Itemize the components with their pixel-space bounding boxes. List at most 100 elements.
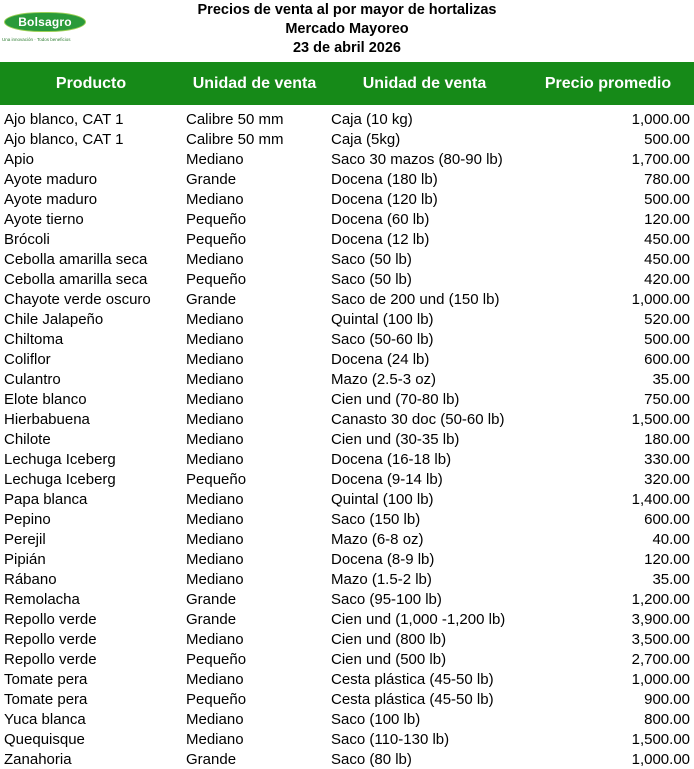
size-cell: Mediano (186, 511, 244, 528)
unit-cell: Cesta plástica (45-50 lb) (331, 671, 494, 688)
product-cell: Culantro (4, 371, 61, 388)
product-cell: Hierbabuena (4, 411, 90, 428)
logo-tagline: Una innovación · Todos beneficios (2, 37, 71, 42)
unit-cell: Cien und (1,000 -1,200 lb) (331, 611, 506, 628)
report-title: Precios de venta al por mayor de hortali… (0, 1, 694, 58)
product-cell: Papa blanca (4, 491, 88, 508)
product-cell: Pepino (4, 511, 51, 528)
table-row: Tomate pera Mediano Cesta plástica (45-50 … (0, 670, 694, 690)
size-cell: Grande (186, 171, 237, 188)
product-cell: Cebolla amarilla seca (4, 251, 148, 268)
size-cell: Mediano (186, 711, 244, 728)
size-cell: Grande (186, 611, 237, 628)
table-row: Ajo blanco, CAT 1 Calibre 50 mm Caja (5kg)… (0, 130, 694, 150)
unit-cell: Cien und (800 lb) (331, 631, 447, 648)
price-cell: 800.00 (644, 711, 690, 728)
size-cell: Calibre 50 mm (186, 111, 284, 128)
column-header-producto: Producto (55, 74, 127, 92)
price-cell: 3,500.00 (631, 631, 690, 648)
table-row: Chile Jalapeño Mediano Quintal (100 lb) 520… (0, 310, 694, 330)
unit-cell: Saco (50 lb) (331, 271, 412, 288)
product-cell: Chilote (4, 431, 51, 448)
table-row: Coliflor Mediano Docena (24 lb) 600.00 (0, 350, 694, 370)
price-cell: 320.00 (644, 471, 690, 488)
table-row: Culantro Mediano Mazo (2.5-3 oz) 35.00 (0, 370, 694, 390)
product-cell: Brócoli (4, 231, 50, 248)
product-cell: Repollo verde (4, 651, 97, 668)
size-cell: Mediano (186, 351, 244, 368)
unit-cell: Saco (110-130 lb) (331, 731, 450, 748)
price-cell: 1,000.00 (631, 291, 690, 308)
product-cell: Elote blanco (4, 391, 87, 408)
price-cell: 500.00 (644, 191, 690, 208)
size-cell: Mediano (186, 311, 244, 328)
product-cell: Ayote maduro (4, 191, 98, 208)
table-row: Quequisque Mediano Saco (110-130 lb) 1,500.… (0, 730, 694, 750)
table-row: Lechuga Iceberg Pequeño Docena (9-14 lb) 32… (0, 470, 694, 490)
table-row: Pipián Mediano Docena (8-9 lb) 120.00 (0, 550, 694, 570)
unit-cell: Cien und (500 lb) (331, 651, 447, 668)
product-cell: Apio (4, 151, 35, 168)
title-line-2: Mercado Mayoreo (285, 21, 409, 37)
table-row: Pepino Mediano Saco (150 lb) 600.00 (0, 510, 694, 530)
unit-cell: Docena (16-18 lb) (331, 451, 452, 468)
price-cell: 40.00 (652, 531, 690, 548)
unit-cell: Caja (10 kg) (331, 111, 413, 128)
size-cell: Mediano (186, 251, 244, 268)
unit-cell: Cesta plástica (45-50 lb) (331, 691, 494, 708)
column-header-unidad-1: Unidad de venta (192, 74, 317, 92)
size-cell: Mediano (186, 671, 244, 688)
price-cell: 3,900.00 (631, 611, 690, 628)
table-row: Zanahoria Grande Saco (80 lb) 1,000.00 (0, 750, 694, 769)
table-row: Perejil Mediano Mazo (6-8 oz) 40.00 (0, 530, 694, 550)
product-cell: Yuca blanca (4, 711, 86, 728)
table-row: Chayote verde oscuro Grande Saco de 200 un… (0, 290, 694, 310)
price-cell: 1,000.00 (631, 111, 690, 128)
price-cell: 1,000.00 (631, 751, 690, 768)
price-cell: 780.00 (644, 171, 690, 188)
price-cell: 500.00 (644, 331, 690, 348)
product-cell: Cebolla amarilla seca (4, 271, 148, 288)
product-cell: Pipián (4, 551, 46, 568)
unit-cell: Canasto 30 doc (50-60 lb) (331, 411, 505, 428)
size-cell: Pequeño (186, 691, 247, 708)
table-row: Ayote maduro Mediano Docena (120 lb) 500.00 (0, 190, 694, 210)
table-row: Ayote tierno Pequeño Docena (60 lb) 120.00 (0, 210, 694, 230)
product-cell: Tomate pera (4, 691, 88, 708)
size-cell: Calibre 50 mm (186, 131, 284, 148)
logo-badge: Bolsagro (4, 12, 86, 32)
size-cell: Mediano (186, 151, 244, 168)
product-cell: Ajo blanco, CAT 1 (4, 131, 124, 148)
product-cell: Repollo verde (4, 631, 97, 648)
table-row: Repollo verde Mediano Cien und (800 lb) 3,5… (0, 630, 694, 650)
size-cell: Mediano (186, 551, 244, 568)
table-row: Yuca blanca Mediano Saco (100 lb) 800.00 (0, 710, 694, 730)
price-cell: 1,000.00 (631, 671, 690, 688)
size-cell: Mediano (186, 391, 244, 408)
table-row: Apio Mediano Saco 30 mazos (80-90 lb) 1,700… (0, 150, 694, 170)
size-cell: Mediano (186, 491, 244, 508)
table-row: Cebolla amarilla seca Mediano Saco (50 lb)… (0, 250, 694, 270)
price-cell: 1,700.00 (631, 151, 690, 168)
size-cell: Mediano (186, 191, 244, 208)
column-header-unidad-2: Unidad de venta (362, 74, 487, 92)
product-cell: Zanahoria (4, 751, 72, 768)
price-cell: 750.00 (644, 391, 690, 408)
size-cell: Mediano (186, 371, 244, 388)
unit-cell: Docena (9-14 lb) (331, 471, 443, 488)
table-row: Remolacha Grande Saco (95-100 lb) 1,200.00 (0, 590, 694, 610)
size-cell: Mediano (186, 731, 244, 748)
price-table-body: Ajo blanco, CAT 1 Calibre 50 mm Caja (10 k… (0, 110, 694, 769)
size-cell: Mediano (186, 431, 244, 448)
product-cell: Ayote maduro (4, 171, 98, 188)
table-row: Repollo verde Grande Cien und (1,000 -1,20… (0, 610, 694, 630)
unit-cell: Quintal (100 lb) (331, 491, 434, 508)
size-cell: Grande (186, 751, 237, 768)
unit-cell: Mazo (2.5-3 oz) (331, 371, 437, 388)
table-row: Cebolla amarilla seca Pequeño Saco (50 lb)… (0, 270, 694, 290)
column-header-precio: Precio promedio (544, 74, 672, 92)
product-cell: Chayote verde oscuro (4, 291, 151, 308)
table-row: Hierbabuena Mediano Canasto 30 doc (50-60 … (0, 410, 694, 430)
table-row: Rábano Mediano Mazo (1.5-2 lb) 35.00 (0, 570, 694, 590)
table-row: Tomate pera Pequeño Cesta plástica (45-50 … (0, 690, 694, 710)
